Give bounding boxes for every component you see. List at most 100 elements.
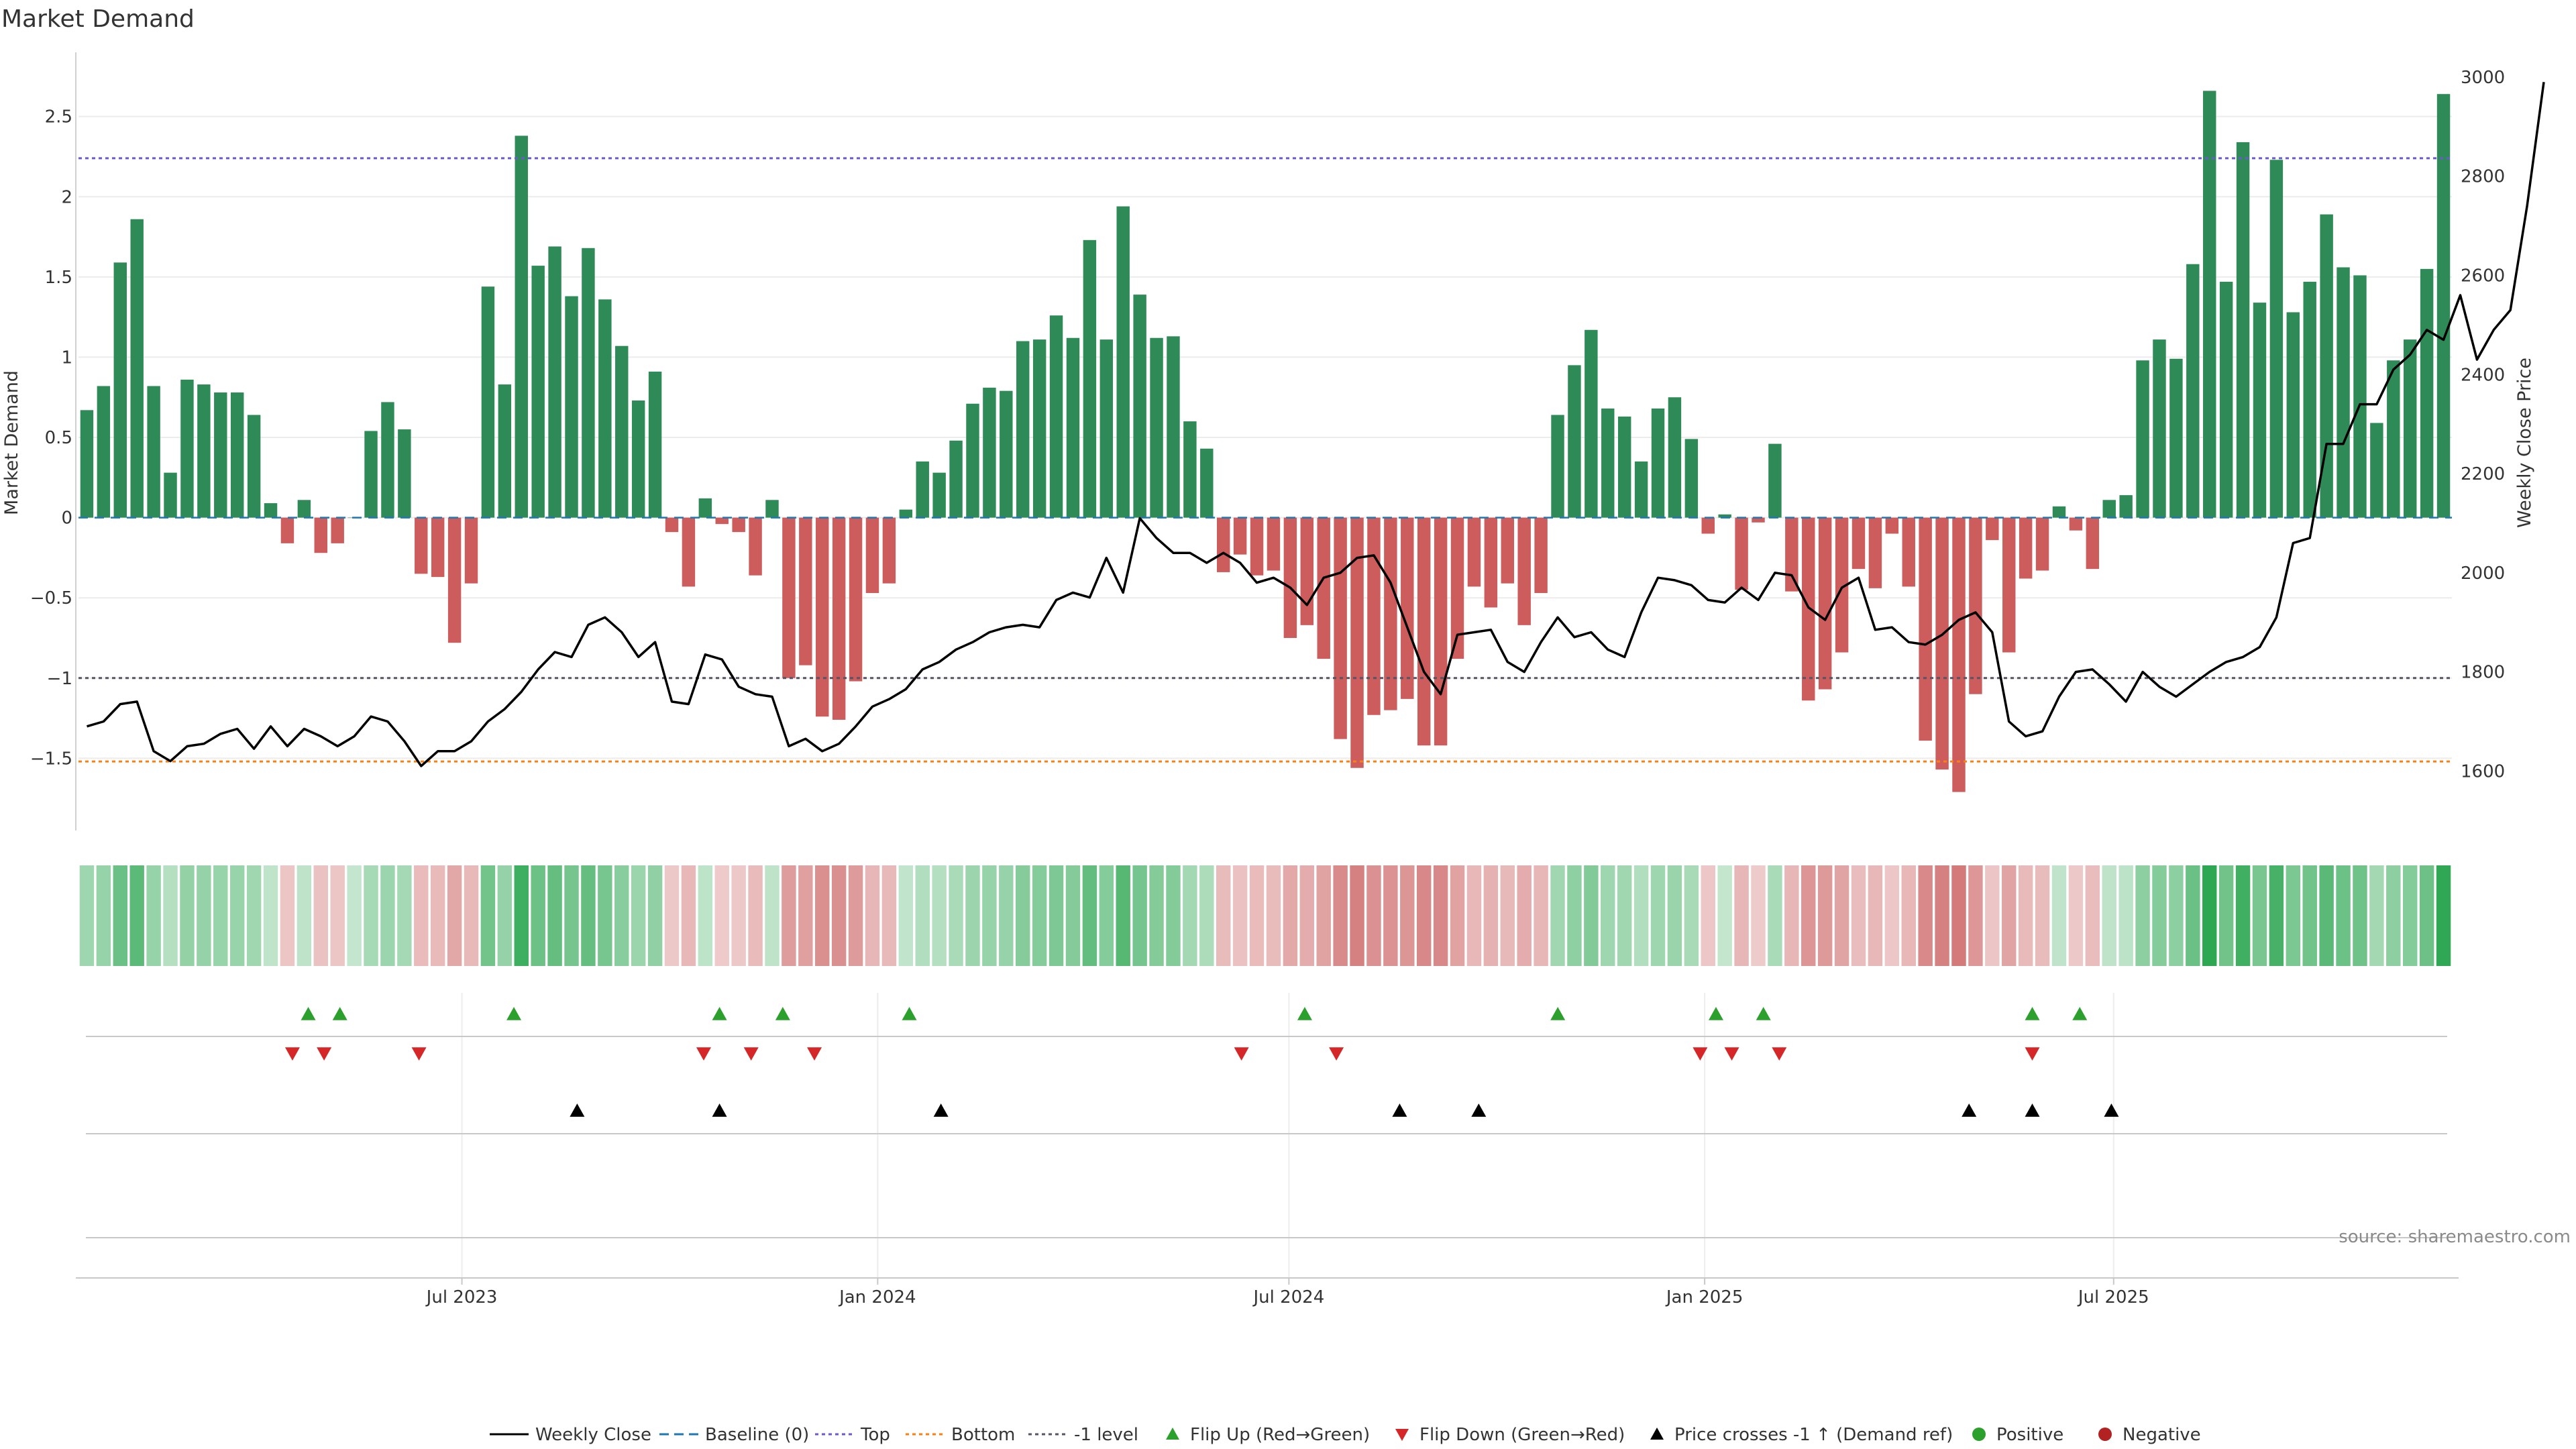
demand-bar-positive	[2387, 360, 2400, 518]
demand-bar-positive	[548, 246, 561, 518]
demand-bar-positive	[1617, 416, 1631, 518]
strip-cell	[581, 865, 596, 966]
demand-bar-negative	[1952, 517, 1966, 792]
demand-bar-positive	[130, 219, 144, 518]
strip-cell	[1183, 865, 1197, 966]
flip-down-marker	[1772, 1047, 1787, 1061]
demand-bar-positive	[1099, 339, 1114, 518]
demand-bar-positive	[2370, 423, 2383, 518]
strip-cell	[2269, 865, 2284, 966]
strip-cell	[1032, 865, 1047, 966]
demand-bar-positive	[2153, 339, 2166, 518]
demand-bar-positive	[247, 415, 261, 518]
price-cross-marker	[570, 1104, 585, 1117]
demand-bar-positive	[582, 248, 595, 518]
strip-cell	[180, 865, 195, 966]
strip-cell	[1633, 865, 1649, 966]
strip-cell	[2302, 865, 2317, 966]
strip-cell	[2402, 865, 2418, 966]
demand-bar-negative	[1334, 517, 1347, 739]
demand-bar-positive	[1601, 408, 1615, 518]
demand-bar-negative	[1835, 517, 1849, 653]
strip-cell	[714, 865, 729, 966]
strip-cell	[1550, 865, 1565, 966]
strip-cell	[347, 865, 362, 966]
demand-bar-positive	[966, 403, 979, 518]
strip-cell	[598, 865, 612, 966]
y-tick-right: 2600	[2461, 266, 2505, 286]
demand-bar-positive	[2436, 94, 2451, 518]
demand-bar-negative	[1735, 517, 1748, 590]
legend-weekly-close: Weekly Close	[490, 1425, 651, 1445]
strip-cell	[1132, 865, 1147, 966]
strip-cell	[547, 865, 562, 966]
demand-bar-negative	[849, 517, 863, 682]
strip-cell	[731, 865, 746, 966]
demand-bar-positive	[1651, 408, 1665, 518]
demand-bar-positive	[180, 379, 194, 518]
strip-cell	[1500, 865, 1515, 966]
strip-cell	[614, 865, 629, 966]
demand-bar-positive	[1568, 365, 1581, 518]
flip-down-marker	[284, 1047, 300, 1061]
legend-price-cross-swatch	[1650, 1428, 1664, 1440]
strip-cell	[1433, 865, 1448, 966]
strip-cell	[1667, 865, 1682, 966]
strip-cell	[2235, 865, 2251, 966]
strip-cell	[949, 865, 963, 966]
strip-cell	[932, 865, 947, 966]
demand-bar-negative	[314, 517, 327, 553]
legend-minus-one-label: -1 level	[1074, 1425, 1138, 1445]
demand-bar-positive	[2320, 214, 2333, 518]
strip-cell	[330, 865, 345, 966]
strip-cell	[1116, 865, 1130, 966]
demand-bar-positive	[615, 345, 629, 518]
demand-color-strip	[79, 865, 2451, 966]
strip-cell	[2286, 865, 2301, 966]
demand-bar-negative	[1300, 517, 1314, 625]
demand-bar-positive	[1133, 294, 1146, 518]
price-cross-marker	[2025, 1104, 2040, 1117]
demand-bar-negative	[280, 517, 294, 543]
flip-up-marker	[1550, 1007, 1566, 1020]
demand-bar-positive	[515, 136, 528, 518]
demand-bar-negative	[782, 517, 796, 678]
flip-up-marker	[712, 1007, 727, 1020]
strip-cell	[1316, 865, 1331, 966]
y-tick-left: −0.5	[30, 588, 72, 608]
demand-bar-negative	[865, 517, 879, 594]
strip-cell	[1534, 865, 1548, 966]
legend-weekly-close-label: Weekly Close	[535, 1425, 651, 1445]
demand-bar-positive	[648, 371, 662, 518]
legend-positive: Positive	[1972, 1425, 2063, 1445]
demand-bars	[80, 91, 2451, 792]
price-cross-marker	[1471, 1104, 1487, 1117]
demand-bar-positive	[765, 500, 779, 518]
strip-cell	[2336, 865, 2351, 966]
strip-cell	[865, 865, 880, 966]
strip-cell	[1483, 865, 1499, 966]
strip-cell	[1232, 865, 1248, 966]
strip-cell	[664, 865, 680, 966]
demand-bar-positive	[230, 392, 244, 518]
flip-up-marker	[332, 1007, 347, 1020]
strip-cell	[129, 865, 144, 966]
flip-down-marker	[411, 1047, 427, 1061]
strip-cell	[2369, 865, 2384, 966]
x-tick-label: Jan 2025	[1665, 1287, 1743, 1307]
demand-bar-negative	[715, 517, 729, 525]
strip-cell	[1517, 865, 1532, 966]
demand-bar-negative	[1986, 517, 1999, 541]
strip-cell	[2202, 865, 2217, 966]
demand-bar-positive	[498, 384, 512, 518]
strip-cell	[146, 865, 161, 966]
y-tick-right: 1600	[2461, 761, 2505, 782]
price-cross-marker	[1962, 1104, 1977, 1117]
legend-price-cross: Price crosses -1 ↑ (Demand ref)	[1650, 1425, 1953, 1445]
strip-cell	[2419, 865, 2434, 966]
demand-bar-positive	[364, 431, 378, 518]
y-axis-left-ticks: 2.5 2 1.5 1 0.5 0 −0.5 −1 −1.5	[30, 107, 72, 769]
strip-cell	[2386, 865, 2401, 966]
strip-cell	[213, 865, 228, 966]
